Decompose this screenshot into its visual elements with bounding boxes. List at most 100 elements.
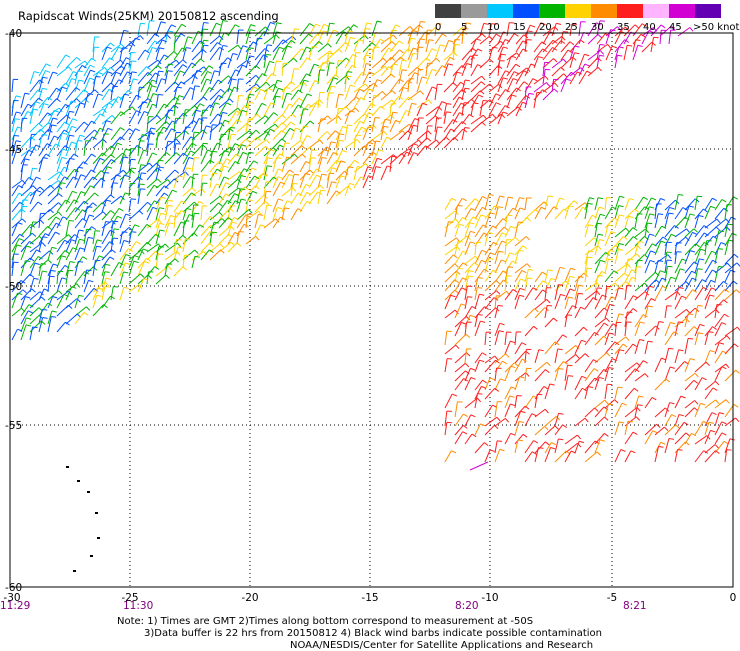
wind-barb [499,331,504,332]
wind-barb [595,308,604,318]
wind-barb [502,361,506,364]
wind-barb [650,214,655,215]
wind-barb [28,311,33,313]
wind-barb [480,321,485,322]
wind-barb [484,443,488,446]
wind-barb [527,218,530,222]
wind-barb [445,280,455,291]
wind-barb [635,340,639,354]
wind-barb [335,75,339,78]
wind-barb [625,363,637,372]
wind-barb [675,422,684,435]
wind-barb [105,264,110,265]
wind-barb [702,378,706,380]
wind-barb [372,167,376,180]
wind-barb [345,25,354,36]
wind-barb [600,440,605,441]
wind-barb [98,72,103,74]
wind-barb [594,332,598,335]
wind-barb [417,32,425,44]
wind-barb [183,255,184,268]
wind-barb [510,404,515,406]
wind-barb [123,272,128,273]
wind-barb [307,192,311,194]
wind-barb [694,229,698,232]
wind-barb [390,104,391,116]
wind-barb [276,61,281,62]
wind-barb [428,131,432,135]
wind-barb [381,100,392,108]
wind-barb [354,40,359,52]
wind-barb [278,177,283,179]
wind-barb [92,227,96,230]
wind-barb [715,208,724,219]
wind-barb [470,462,488,470]
wind-barb [527,278,532,279]
x-tick-label: -10 [481,592,498,604]
wind-barb [639,241,644,242]
wind-barb [636,40,641,41]
wind-barb [710,350,715,351]
wind-barb [588,225,593,226]
wind-barb [300,80,304,92]
wind-barb [545,370,549,373]
wind-barb [598,198,603,199]
wind-barb [147,117,148,132]
wind-barb [152,47,157,49]
wind-barb [618,387,623,388]
wind-barb [515,396,517,408]
wind-barb [731,217,735,219]
wind-barb [392,90,396,94]
wind-barb [147,153,152,164]
wind-barb [70,262,75,263]
wind-barb [705,227,716,237]
wind-barb [381,137,387,148]
wind-barb [103,212,106,216]
wind-barb [455,414,463,426]
wind-barb [619,314,624,315]
wind-barb [278,199,283,201]
wind-barb [39,64,46,76]
wind-barb [93,231,95,244]
wind-barb [238,45,241,49]
wind-barb [686,433,690,436]
wind-barb [585,238,594,246]
wind-barb [322,174,327,175]
wind-barb [485,332,486,345]
wind-barb [66,99,77,108]
wind-barb [80,103,85,104]
pass-time-label: 11:30 [123,600,153,612]
wind-barb [222,112,227,113]
wind-barb [161,22,166,23]
wind-barb [501,54,506,55]
wind-barb [519,295,524,296]
wind-barb [138,87,139,100]
wind-barb [159,223,164,224]
wind-barb [420,22,425,23]
wind-barb [246,66,256,76]
wind-barb [310,170,314,173]
wind-barb [609,367,614,368]
wind-barb [678,450,683,451]
wind-barb [138,102,143,116]
wind-barb [372,106,381,116]
wind-barb [710,295,715,296]
wind-barb [605,342,615,354]
wind-barb [63,217,68,219]
wind-barb [638,260,643,261]
wind-barb [615,337,626,345]
wind-barb [33,109,38,110]
wind-barb [141,173,146,174]
wind-barb [455,353,466,363]
wind-barb [570,289,575,291]
wind-barb [341,161,346,163]
wind-barb [640,322,645,323]
wind-barb [110,67,114,70]
wind-barb [192,256,195,268]
wind-barb [453,255,457,258]
wind-barb [525,209,535,219]
wind-barb [139,211,143,214]
wind-barb [621,450,626,452]
wind-barb [604,417,608,420]
